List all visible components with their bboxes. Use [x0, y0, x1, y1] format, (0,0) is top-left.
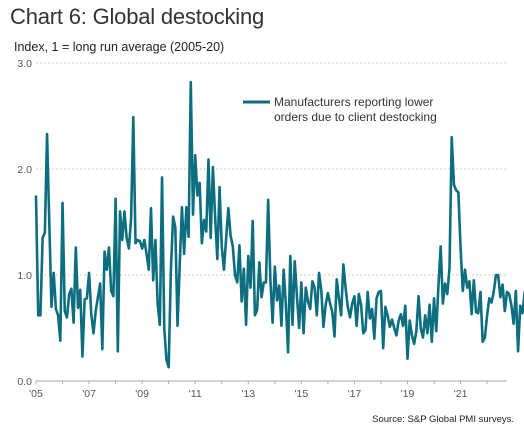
x-tick-label: '05: [29, 388, 43, 400]
x-tick-label: '13: [241, 388, 255, 400]
y-tick-label: 3.0: [17, 58, 32, 70]
x-tick-label: '15: [295, 388, 309, 400]
x-tick-label: '17: [348, 388, 362, 400]
legend-label: Manufacturers reporting lower orders due …: [274, 95, 437, 124]
x-tick-label: '07: [82, 388, 96, 400]
x-tick-label: '21: [454, 388, 468, 400]
series-line: [34, 80, 524, 369]
x-tick-label: '11: [189, 388, 202, 400]
y-tick-label: 2.0: [17, 164, 32, 176]
legend: Manufacturers reporting lower orders due …: [243, 95, 437, 124]
chart-title: Chart 6: Global destocking: [10, 4, 265, 29]
x-axis: '05 '07 '09 '11 '13 '15 '17 '19 '21: [29, 380, 507, 400]
gridlines: [36, 62, 507, 276]
y-axis-tick-labels: 0.0 1.0 2.0 3.0: [17, 58, 32, 388]
y-tick-label: 1.0: [17, 270, 32, 282]
x-tick-label: '09: [135, 388, 149, 400]
chart-subtitle: Index, 1 = long run average (2005-20): [14, 40, 225, 54]
source-note: Source: S&P Global PMI surveys.: [372, 414, 514, 425]
y-tick-label: 0.0: [17, 376, 32, 388]
series-group: [34, 80, 524, 369]
x-tick-label: '19: [401, 388, 415, 400]
